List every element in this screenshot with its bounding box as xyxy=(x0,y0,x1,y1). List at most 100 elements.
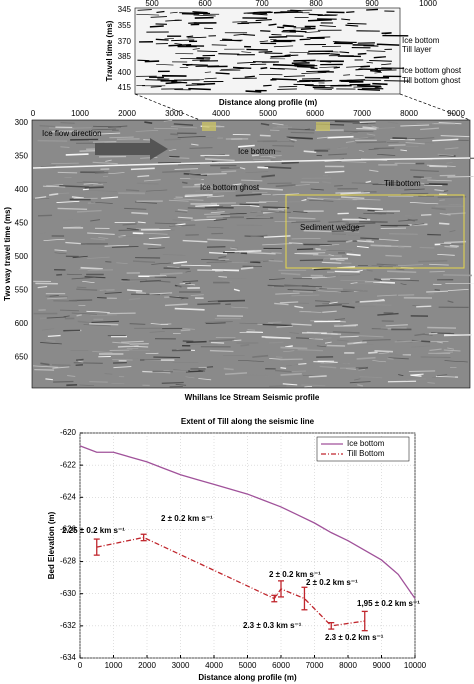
texture-stroke xyxy=(163,119,173,122)
texture-stroke xyxy=(443,349,461,352)
texture-stroke xyxy=(174,168,199,170)
texture-stroke xyxy=(276,125,288,127)
texture-stroke xyxy=(444,147,459,150)
texture-stroke xyxy=(426,164,456,167)
texture-stroke xyxy=(188,172,209,175)
texture-stroke xyxy=(342,305,355,309)
texture-stroke xyxy=(190,294,204,297)
texture-stroke xyxy=(294,63,315,67)
texture-stroke xyxy=(135,130,159,132)
texture-stroke xyxy=(446,212,466,215)
texture-stroke xyxy=(341,196,365,200)
texture-stroke xyxy=(173,261,188,265)
texture-stroke xyxy=(292,290,313,293)
annotation: 2 ± 0.2 km s⁻¹ xyxy=(306,578,358,587)
annotation: Till bottom xyxy=(384,179,421,188)
texture-stroke xyxy=(420,356,451,358)
texture-stroke xyxy=(411,223,425,226)
annotation: 2.3 ± 0.2 km s⁻¹ xyxy=(325,633,384,642)
texture-stroke xyxy=(322,261,342,264)
y-tick-label: 600 xyxy=(15,319,29,328)
texture-stroke xyxy=(175,383,187,386)
y-tick-label: 500 xyxy=(15,252,29,261)
y-tick-label: -626 xyxy=(60,525,77,534)
texture-stroke xyxy=(170,126,198,129)
texture-stroke xyxy=(244,75,255,78)
texture-stroke xyxy=(57,207,88,211)
texture-stroke xyxy=(359,376,383,379)
texture-stroke xyxy=(105,159,112,162)
texture-stroke xyxy=(169,11,178,14)
error-bar xyxy=(93,538,100,556)
texture-stroke xyxy=(186,340,207,344)
texture-stroke xyxy=(143,243,162,246)
texture-stroke xyxy=(287,289,316,291)
texture-stroke xyxy=(250,261,261,264)
texture-stroke xyxy=(377,312,399,316)
texture-stroke xyxy=(239,322,265,324)
texture-stroke xyxy=(400,149,407,152)
texture-stroke xyxy=(300,27,316,31)
texture-stroke xyxy=(247,328,256,331)
texture-stroke xyxy=(374,69,397,71)
y-tick-label: 415 xyxy=(118,83,132,92)
texture-stroke xyxy=(273,45,294,48)
texture-stroke xyxy=(280,372,302,376)
texture-stroke xyxy=(87,190,117,192)
texture-stroke xyxy=(66,273,82,275)
texture-stroke xyxy=(112,341,130,345)
texture-stroke xyxy=(310,188,324,191)
texture-stroke xyxy=(374,86,382,89)
inset-label: Ice bottom xyxy=(402,36,440,45)
y-tick-label: -628 xyxy=(60,557,77,566)
texture-stroke xyxy=(154,222,178,225)
texture-stroke xyxy=(89,323,119,326)
texture-stroke xyxy=(366,61,373,64)
texture-stroke xyxy=(301,198,307,202)
texture-stroke xyxy=(329,301,338,304)
texture-stroke xyxy=(139,279,161,283)
texture-stroke xyxy=(67,375,76,377)
texture-stroke xyxy=(437,153,454,157)
texture-stroke xyxy=(174,42,183,45)
annotation: Ice bottom ghost xyxy=(200,183,260,192)
texture-stroke xyxy=(327,135,354,139)
texture-stroke xyxy=(232,339,242,342)
texture-stroke xyxy=(384,80,410,82)
texture-stroke xyxy=(319,244,340,247)
texture-stroke xyxy=(33,198,50,200)
texture-stroke xyxy=(86,256,110,259)
texture-stroke xyxy=(251,210,282,212)
error-bar xyxy=(140,533,147,542)
texture-stroke xyxy=(173,123,194,126)
texture-stroke xyxy=(135,291,147,295)
texture-stroke xyxy=(315,303,342,307)
texture-stroke xyxy=(328,153,347,156)
texture-stroke xyxy=(60,309,79,312)
x-tick-label: 10000 xyxy=(404,661,427,670)
texture-stroke xyxy=(328,254,334,256)
texture-stroke xyxy=(366,269,373,272)
y-tick-label: 370 xyxy=(118,37,132,46)
texture-stroke xyxy=(108,172,125,174)
y-tick-label: 400 xyxy=(15,185,29,194)
texture-stroke xyxy=(83,182,99,185)
error-bar xyxy=(328,621,335,630)
texture-stroke xyxy=(149,292,173,295)
texture-stroke xyxy=(137,221,146,224)
texture-stroke xyxy=(40,232,47,234)
texture-stroke xyxy=(237,61,256,64)
texture-stroke xyxy=(319,25,336,27)
texture-stroke xyxy=(288,217,316,220)
y-tick-label: 300 xyxy=(15,118,29,127)
texture-stroke xyxy=(338,220,349,223)
texture-stroke xyxy=(99,289,115,292)
texture-stroke xyxy=(356,207,383,211)
texture-stroke xyxy=(41,328,55,331)
texture-stroke xyxy=(274,369,292,373)
x-tick-label: 9000 xyxy=(373,661,391,670)
texture-stroke xyxy=(333,323,340,326)
inset-label: Till layer xyxy=(402,45,432,54)
texture-stroke xyxy=(429,348,442,351)
texture-stroke xyxy=(357,52,367,55)
